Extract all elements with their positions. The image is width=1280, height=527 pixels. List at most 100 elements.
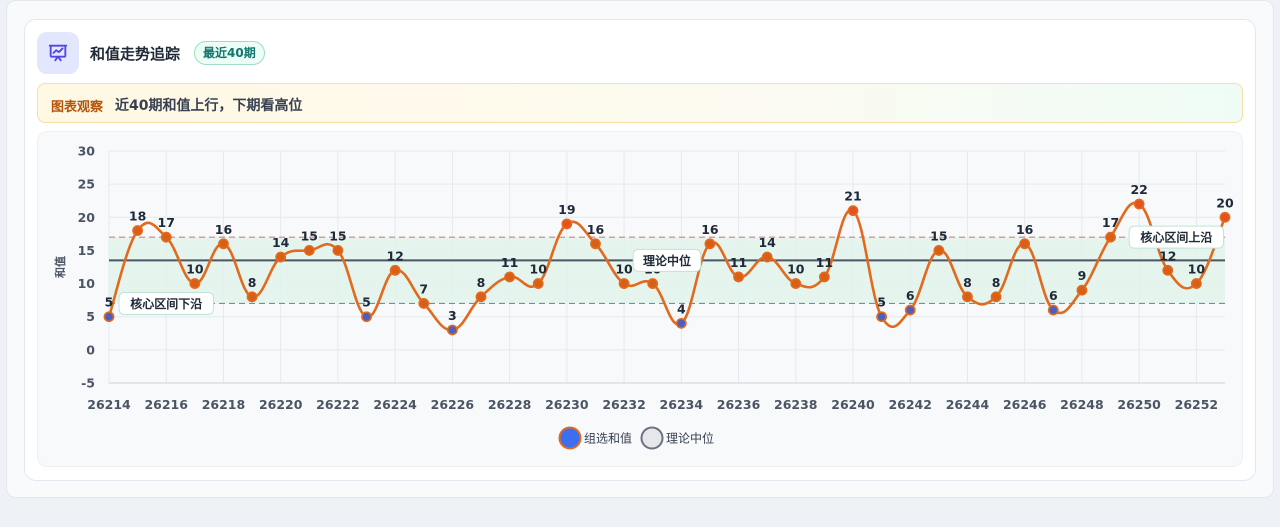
data-point	[761, 251, 773, 263]
data-label: 16	[587, 222, 605, 237]
chart-presentation-icon	[37, 32, 79, 74]
y-tick-label: 20	[78, 210, 96, 225]
data-label: 8	[477, 275, 486, 290]
data-point	[847, 205, 859, 217]
y-axis-label: 和值	[53, 256, 67, 278]
legend-swatch-sum	[558, 426, 582, 450]
annotation-label: 理论中位	[643, 253, 691, 268]
section-title: 和值走势追踪	[90, 45, 181, 63]
data-label: 14	[758, 235, 776, 250]
series-points	[103, 198, 1231, 336]
legend-swatch-median	[640, 426, 664, 450]
data-label: 22	[1130, 182, 1147, 197]
data-label: 16	[1016, 222, 1034, 237]
data-label: 6	[906, 288, 915, 303]
x-tick-label: 26218	[202, 397, 246, 412]
data-point	[189, 278, 201, 289]
data-label: 5	[105, 295, 114, 310]
x-tick-label: 26228	[488, 397, 532, 412]
x-tick-label: 26226	[431, 397, 475, 412]
data-point	[418, 298, 430, 309]
legend-item: 组选和值	[558, 426, 632, 450]
data-point	[618, 278, 630, 289]
data-label: 10	[615, 262, 633, 277]
y-tick-label: 10	[78, 276, 96, 291]
data-point	[647, 278, 659, 289]
observation-label: 图表观察	[51, 100, 104, 115]
data-point	[1019, 238, 1031, 250]
data-label: 15	[329, 228, 346, 243]
data-point	[275, 251, 287, 263]
data-point	[590, 238, 601, 250]
data-label: 11	[730, 255, 747, 270]
x-tick-label: 26242	[888, 397, 932, 412]
legend: 组选和值 理论中位	[558, 426, 714, 450]
data-label: 7	[419, 281, 428, 296]
data-label: 18	[129, 209, 146, 224]
annotation-label: 核心区间上沿	[1140, 230, 1212, 245]
x-tick-label: 26222	[316, 397, 360, 412]
data-label: 15	[301, 228, 318, 243]
data-label: 4	[677, 301, 686, 316]
data-point	[1162, 264, 1174, 276]
period-badge: 最近40期	[194, 41, 265, 65]
data-point	[1190, 278, 1202, 289]
x-tick-label: 26236	[717, 397, 761, 412]
data-point	[733, 271, 744, 283]
legend-label: 理论中位	[666, 431, 714, 446]
x-tick-label: 26214	[87, 397, 131, 412]
y-tick-label: 0	[86, 342, 95, 357]
data-point	[790, 278, 802, 289]
data-label: 19	[558, 202, 575, 217]
x-tick-label: 26244	[946, 397, 990, 412]
data-label: 8	[248, 275, 257, 290]
data-point	[1076, 284, 1088, 296]
x-tick-label: 26232	[602, 397, 646, 412]
y-tick-label: -5	[81, 376, 95, 391]
data-point	[876, 311, 888, 323]
observation-text: 近40期和值上行，下期看高位	[115, 98, 303, 114]
data-label: 10	[1188, 262, 1206, 277]
annotation-box	[1128, 225, 1225, 249]
data-point	[1047, 304, 1059, 316]
data-point	[132, 225, 144, 236]
data-label: 10	[787, 262, 805, 277]
data-point	[218, 238, 229, 250]
data-point	[246, 291, 258, 303]
annotation-label: 核心区间下沿	[130, 296, 202, 311]
data-point	[1219, 211, 1231, 223]
data-point	[704, 238, 716, 250]
data-point	[389, 264, 401, 276]
data-point	[1105, 231, 1116, 243]
data-point	[475, 291, 487, 303]
y-tick-label: 15	[78, 243, 95, 258]
chart-observation-banner: 图表观察 近40期和值上行，下期看高位	[37, 83, 1243, 123]
x-tick-label: 26216	[144, 397, 188, 412]
x-tick-label: 26250	[1117, 397, 1161, 412]
data-label: 14	[272, 235, 290, 250]
data-labels: 5 18 17 10 16 8 14 15 15 5 12 7 3 8 11 10 19 16 10 10 4 16 11 1…	[105, 182, 1234, 323]
data-label: 9	[1078, 268, 1087, 283]
x-tick-label: 26246	[1003, 397, 1047, 412]
legend-item: 理论中位	[640, 426, 714, 450]
data-point	[303, 245, 315, 256]
data-point	[904, 304, 916, 316]
data-label: 15	[930, 228, 947, 243]
data-point	[103, 311, 115, 323]
data-label: 17	[158, 215, 175, 230]
data-point	[561, 218, 573, 230]
data-label: 10	[186, 262, 204, 277]
x-tick-label: 26234	[660, 397, 704, 412]
data-label: 16	[215, 222, 233, 237]
legend-label: 组选和值	[584, 431, 632, 446]
annotations: 核心区间下沿 理论中位 核心区间上沿	[118, 225, 1225, 315]
data-label: 16	[701, 222, 719, 237]
x-tick-label: 26220	[259, 397, 303, 412]
x-tick-label: 26248	[1060, 397, 1104, 412]
y-tick-label: 5	[86, 309, 95, 324]
x-tick-label: 26252	[1175, 397, 1219, 412]
x-tick-label: 26238	[774, 397, 818, 412]
data-label: 21	[844, 189, 861, 204]
data-label: 20	[1216, 195, 1234, 210]
